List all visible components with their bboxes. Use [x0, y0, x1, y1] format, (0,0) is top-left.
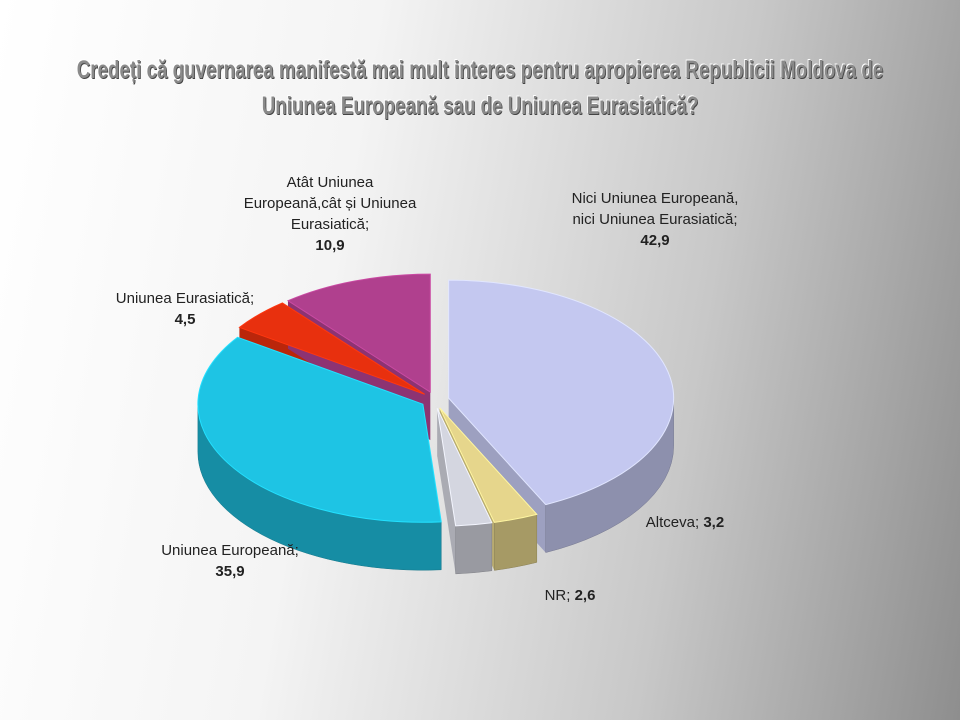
category-label: Altceva;: [645, 514, 700, 531]
category-label: Uniunea Europeană;: [161, 542, 299, 559]
data-label: Uniunea Eurasiatică; 4,5: [100, 288, 270, 330]
slice-wall: [437, 408, 456, 574]
category-label: Atât Uniunea Europeană,cât și Uniunea Eu…: [243, 174, 417, 233]
data-label: Nici Uniunea Europeană, nici Uniunea Eur…: [570, 188, 740, 251]
value-label: 3,2: [703, 514, 725, 531]
value-label: 10,9: [315, 237, 345, 254]
data-label: Altceva; 3,2: [630, 512, 740, 533]
value-label: 2,6: [574, 587, 596, 604]
value-label: 4,5: [174, 311, 196, 328]
slice: [448, 279, 675, 506]
value-label: 35,9: [215, 563, 245, 580]
slice: [197, 336, 442, 523]
data-label: Atât Uniunea Europeană,cât și Uniunea Eu…: [240, 172, 420, 256]
chart-title: Credeți că guvernarea manifestă mai mult…: [76, 56, 884, 120]
category-label: NR;: [544, 587, 571, 604]
data-label: NR; 2,6: [530, 585, 610, 606]
slice: [439, 407, 538, 523]
slice: [436, 408, 493, 527]
slice: [238, 302, 425, 395]
slice-side: [494, 514, 538, 571]
pie-tops: [197, 273, 675, 527]
value-label: 42,9: [640, 232, 670, 249]
slice: [286, 273, 431, 394]
category-label: Uniunea Eurasiatică;: [115, 290, 255, 307]
data-label: Uniunea Europeană; 35,9: [145, 540, 315, 582]
slice-side: [455, 522, 493, 575]
category-label: Nici Uniunea Europeană, nici Uniunea Eur…: [571, 190, 739, 228]
